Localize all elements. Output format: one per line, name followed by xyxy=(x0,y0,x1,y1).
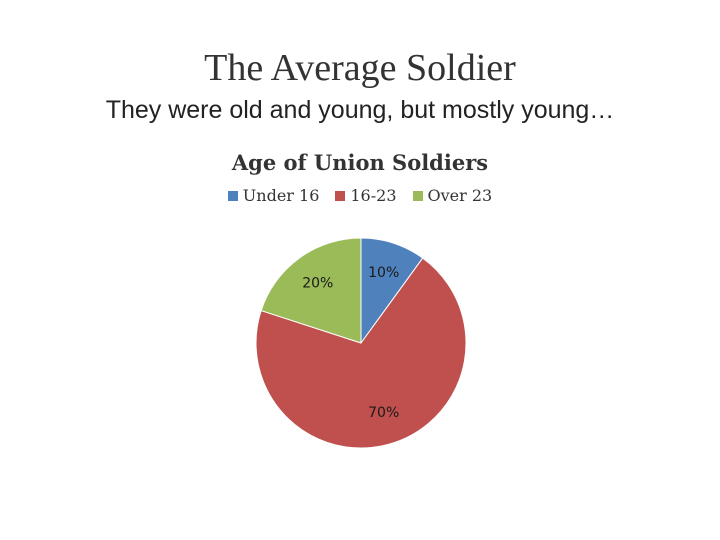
data-label-16-23: 70% xyxy=(368,405,399,421)
slide-title: The Average Soldier xyxy=(204,47,516,89)
data-label-under-16: 10% xyxy=(368,265,399,281)
legend-swatch-over-23 xyxy=(412,190,423,201)
legend-item-under-16: Under 16 xyxy=(227,186,320,205)
chart-title: Age of Union Soldiers xyxy=(231,150,489,175)
legend-label-16-23: 16-23 xyxy=(350,186,397,205)
legend-item-over-23: Over 23 xyxy=(412,186,493,205)
legend-swatch-16-23 xyxy=(335,190,346,201)
legend-item-16-23: 16-23 xyxy=(335,186,397,205)
pie-slice-16-23 xyxy=(255,257,467,449)
legend-swatch-under-16 xyxy=(227,190,238,201)
data-label-over-23: 20% xyxy=(302,276,333,292)
pie-slice-over-23 xyxy=(260,237,362,344)
slide-subtitle: They were old and young, but mostly youn… xyxy=(105,96,615,124)
chart-legend: Under 16 16-23 Over 23 xyxy=(0,186,720,205)
legend-label-over-23: Over 23 xyxy=(427,186,493,205)
legend-label-under-16: Under 16 xyxy=(242,186,320,205)
